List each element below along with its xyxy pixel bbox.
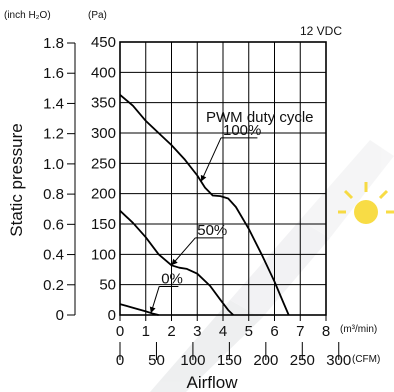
x-axis-label: Airflow [186,373,238,392]
series-label-leader [171,237,196,266]
x-tick-label-m3min: 2 [167,323,175,340]
watermark [150,140,394,392]
series-labels: 100% 50% 0% [149,122,261,314]
series-label-arrowhead [149,306,156,314]
y-tick-label-inch: 0.4 [43,247,64,264]
x-tick-label-cfm: 200 [253,352,278,369]
x-tick-label-cfm: 250 [290,352,315,369]
y-tick-labels-pa: 0 50 100 150 200 250 300 350 400 450 [91,34,116,324]
series-label-arrowhead [171,258,178,266]
y-tick-label-pa: 100 [91,246,116,263]
pwm-annotation: PWM duty cycle [206,109,314,126]
x-tick-label-cfm: 150 [217,352,242,369]
x-unit-m3min: (m³/min) [340,324,377,335]
y-tick-label-inch: 0.2 [43,277,64,294]
x-tick-label-m3min: 8 [322,323,330,340]
series-label-0pct: 0% [161,270,183,287]
y-unit-inch: (inch H₂O) [4,10,51,21]
x-tick-label-m3min: 4 [219,323,227,340]
x-tick-label-m3min: 5 [245,323,253,340]
x-tick-label-m3min: 0 [116,323,124,340]
y-tick-label-pa: 50 [99,277,116,294]
y-unit-pa: (Pa) [88,10,107,21]
chart-title: 12 VDC [300,24,342,38]
x-tick-label-m3min: 6 [270,323,278,340]
y-tick-label-inch: 0.8 [43,186,64,203]
y-tick-label-pa: 300 [91,125,116,142]
x-unit-cfm: (CFM) [352,354,380,365]
x-tick-label-cfm: 300 [326,352,351,369]
y-axis-label: Static pressure [7,123,26,236]
series-label-100pct: 100% [223,122,261,139]
y-tick-label-pa: 150 [91,216,116,233]
x-tick-label-cfm: 0 [116,352,124,369]
grid [119,41,327,316]
y-tick-label-pa: 350 [91,95,116,112]
series-line-50pct [119,210,234,316]
y-tick-label-inch: 1.6 [43,65,64,82]
y-tick-label-inch: 0.6 [43,216,64,233]
y-tick-label-inch: 0 [56,307,64,324]
y-tick-label-pa: 200 [91,186,116,203]
x-tick-label-m3min: 7 [296,323,304,340]
x-tick-labels-cfm: 0 50 100 150 200 250 300 [116,352,351,369]
y-tick-label-pa: 250 [91,155,116,172]
y-tick-label-pa: 400 [91,64,116,81]
series-label-arrowhead [200,174,207,182]
y-tick-label-inch: 1.4 [43,95,64,112]
y-tick-label-inch: 1.2 [43,126,64,143]
series-curves [119,94,290,316]
y-tick-label-pa: 450 [91,34,116,51]
x-tick-label-cfm: 100 [180,352,205,369]
y-tick-label-pa: 0 [108,307,116,324]
axis-ticks [67,42,340,360]
watermark-sunburst [338,182,394,224]
y-tick-label-inch: 1.8 [43,35,64,52]
y-tick-label-inch: 1.0 [43,156,64,173]
series-line-100pct [119,94,290,316]
series-label-leader [200,137,222,182]
series-label-50pct: 50% [197,222,227,239]
x-tick-label-m3min: 1 [142,323,150,340]
series-line-0pct [119,303,159,316]
x-tick-label-m3min: 3 [193,323,201,340]
x-tick-label-cfm: 50 [148,352,165,369]
y-tick-labels-inch: 0 0.2 0.4 0.6 0.8 1.0 1.2 1.4 1.6 1.8 [43,35,64,324]
